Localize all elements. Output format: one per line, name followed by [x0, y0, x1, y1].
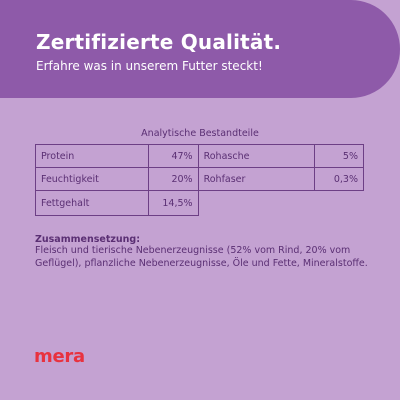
table-cell-label: Fettgehalt: [35, 190, 149, 216]
composition-text: Fleisch und tierische Nebenerzeugnisse (…: [35, 245, 368, 269]
header-banner: Zertifizierte Qualität. Erfahre was in u…: [0, 0, 400, 98]
table-row: Protein 47% Rohasche 5%: [35, 144, 364, 168]
brand-logo: mera: [34, 346, 85, 367]
table-cell-value: 0,3%: [314, 167, 364, 191]
table-row: Feuchtigkeit 20% Rohfaser 0,3%: [35, 167, 364, 191]
page-title: Zertifizierte Qualität.: [36, 30, 282, 54]
table-cell-value: 14,5%: [147, 190, 199, 216]
table-cell-empty: [315, 191, 364, 216]
composition-label: Zusammensetzung:: [35, 234, 141, 245]
table-row: Fettgehalt 14,5%: [35, 190, 364, 216]
table-cell-label: Protein: [35, 144, 149, 168]
analysis-table: Protein 47% Rohasche 5% Feuchtigkeit 20%…: [35, 144, 364, 216]
table-cell-value: 5%: [314, 144, 364, 168]
table-cell-empty: [198, 191, 315, 216]
table-cell-value: 47%: [147, 144, 199, 168]
table-cell-label: Rohfaser: [197, 167, 316, 191]
page-subtitle: Erfahre was in unserem Futter steckt!: [36, 59, 263, 73]
table-cell-label: Rohasche: [197, 144, 316, 168]
analysis-table-title: Analytische Bestandteile: [141, 128, 259, 139]
table-cell-value: 20%: [147, 167, 199, 191]
table-cell-label: Feuchtigkeit: [35, 167, 149, 191]
